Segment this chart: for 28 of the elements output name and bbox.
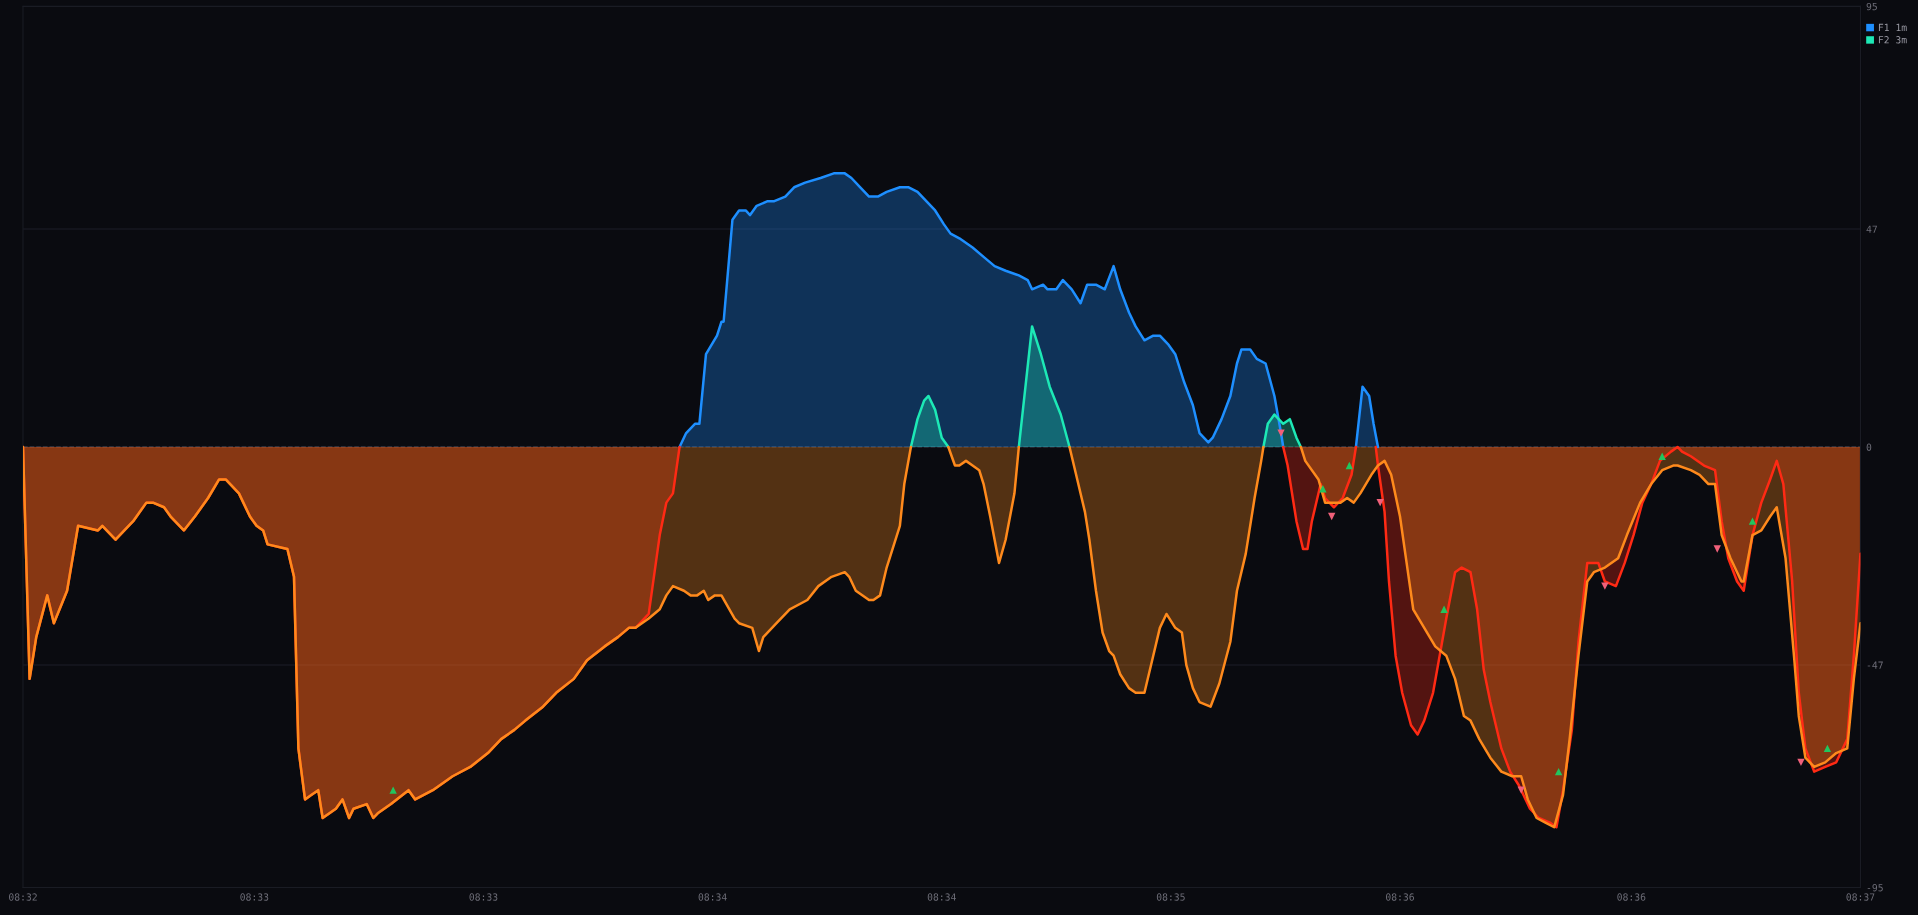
x-tick-label: 08:33	[240, 893, 269, 901]
x-tick-label: 08:33	[469, 893, 498, 901]
point	[1823, 744, 1832, 753]
point	[1328, 512, 1336, 521]
point	[1601, 582, 1609, 590]
legend-label: F2 3m	[1878, 36, 1907, 44]
x-tick-label: 08:34	[698, 893, 727, 901]
x-tick-label: 08:36	[1617, 893, 1646, 901]
y-tick-label: -47	[1867, 661, 1883, 669]
point	[1658, 452, 1666, 460]
x-tick-label: 08:32	[9, 893, 37, 901]
x-tick-label: 08:37	[1846, 893, 1875, 901]
y-tick-label: -95	[1867, 884, 1883, 892]
legend-label: F1 1m	[1878, 23, 1907, 31]
x-tick-label: 08:34	[927, 893, 956, 901]
y-tick-label: 0	[1866, 443, 1872, 451]
y-tick-label: 47	[1866, 225, 1877, 233]
point	[1345, 461, 1353, 470]
point	[389, 786, 397, 794]
point	[1713, 545, 1721, 553]
point	[1517, 786, 1525, 794]
point	[1748, 517, 1757, 525]
point	[1554, 767, 1563, 776]
x-tick-label: 08:35	[1156, 893, 1185, 901]
y-tick-label: 95	[1866, 2, 1877, 11]
x-tick-label: 08:36	[1386, 893, 1414, 901]
point	[1277, 429, 1285, 437]
point	[1376, 498, 1384, 507]
